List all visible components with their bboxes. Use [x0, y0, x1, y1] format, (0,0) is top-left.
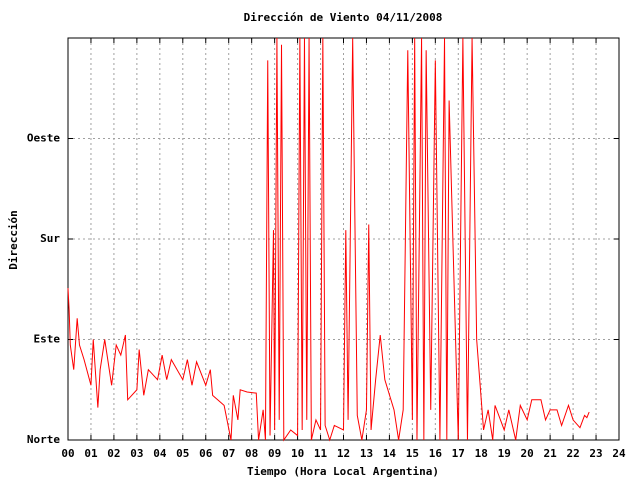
x-tick-label: 10: [291, 447, 304, 460]
x-tick-label: 15: [406, 447, 419, 460]
x-tick-label: 13: [360, 447, 373, 460]
x-tick-label: 21: [544, 447, 558, 460]
y-tick-label: Este: [34, 333, 61, 346]
y-tick-label: Oeste: [27, 132, 60, 145]
x-tick-label: 20: [521, 447, 534, 460]
x-tick-label: 06: [199, 447, 213, 460]
x-tick-label: 11: [314, 447, 328, 460]
x-tick-label: 23: [589, 447, 602, 460]
y-tick-label: Sur: [40, 232, 60, 245]
y-tick-label: Norte: [27, 433, 60, 446]
x-tick-label: 04: [153, 447, 167, 460]
x-tick-label: 16: [429, 447, 443, 460]
x-tick-label: 18: [475, 447, 488, 460]
x-tick-label: 12: [337, 447, 350, 460]
chart-title: Dirección de Viento 04/11/2008: [244, 11, 443, 24]
x-tick-label: 22: [566, 447, 579, 460]
y-axis-label: Dirección: [7, 210, 20, 270]
x-tick-label: 07: [222, 447, 235, 460]
x-tick-label: 24: [612, 447, 626, 460]
x-tick-label: 09: [268, 447, 281, 460]
data-line: [67, 37, 590, 442]
plot-frame: [67, 37, 620, 441]
x-tick-label: 01: [84, 447, 98, 460]
x-tick-label: 19: [498, 447, 511, 460]
x-tick-label: 00: [61, 447, 74, 460]
x-axis-label: Tiempo (Hora Local Argentina): [247, 465, 439, 478]
x-tick-label: 05: [176, 447, 189, 460]
x-tick-label: 02: [107, 447, 120, 460]
x-tick-label: 14: [383, 447, 397, 460]
x-tick-label: 03: [130, 447, 143, 460]
x-tick-label: 17: [452, 447, 465, 460]
x-tick-label: 08: [245, 447, 258, 460]
